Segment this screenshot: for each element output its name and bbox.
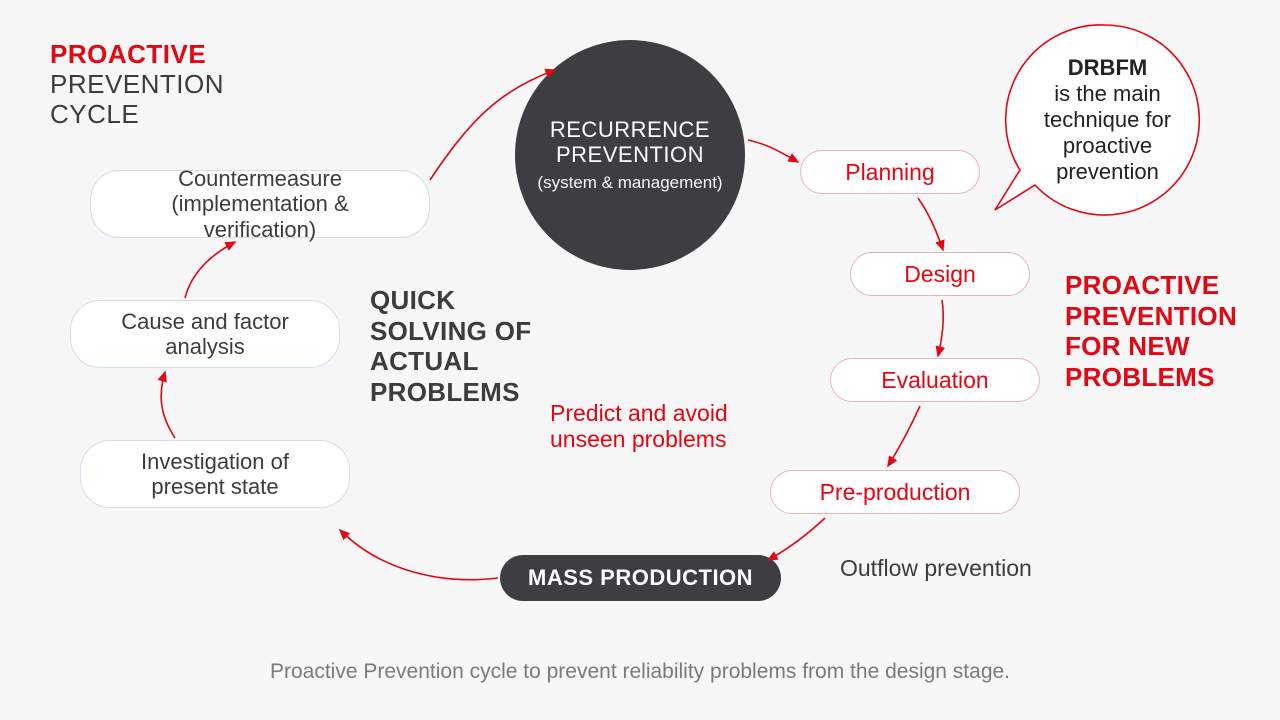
node-evaluation-text: Evaluation [881,367,988,393]
node-invest-l1: Investigation of [141,449,289,474]
mass-production-text: MASS PRODUCTION [528,565,753,590]
mass-production-pill: MASS PRODUCTION [500,555,781,601]
title-line2: PREVENTION [50,70,224,100]
caption: Proactive Prevention cycle to prevent re… [0,660,1280,684]
circle-line1: RECURRENCE [550,117,710,142]
callout-bold: DRBFM [1015,55,1200,81]
callout-rest: is the main technique for proactive prev… [1015,81,1200,185]
node-preprod-text: Pre-production [820,479,971,505]
node-design: Design [850,252,1030,296]
predict-avoid-label: Predict and avoid unseen problems [550,400,728,453]
node-cause-analysis: Cause and factor analysis [70,300,340,368]
title-line1: PROACTIVE [50,40,224,70]
node-invest-l2: present state [151,474,278,499]
right-cycle-label: PROACTIVE PREVENTION FOR NEW PROBLEMS [1065,270,1237,393]
node-pre-production: Pre-production [770,470,1020,514]
title-block: PROACTIVE PREVENTION CYCLE [50,40,224,130]
node-countermeasure-l2: (implementation & verification) [117,191,403,242]
title-line3: CYCLE [50,100,224,130]
node-cause-l2: analysis [165,334,244,359]
node-countermeasure: Countermeasure (implementation & verific… [90,170,430,238]
node-planning: Planning [800,150,980,194]
circle-line2: PREVENTION [556,142,704,167]
node-investigation: Investigation of present state [80,440,350,508]
node-design-text: Design [904,261,976,287]
node-evaluation: Evaluation [830,358,1040,402]
node-cause-l1: Cause and factor [121,309,289,334]
outflow-label: Outflow prevention [840,555,1032,582]
node-countermeasure-l1: Countermeasure [178,166,342,191]
recurrence-prevention-circle: RECURRENCE PREVENTION (system & manageme… [515,40,745,270]
node-planning-text: Planning [845,159,935,185]
circle-sub: (system & management) [537,173,722,193]
callout-text: DRBFM is the main technique for proactiv… [1015,55,1200,185]
left-cycle-label: QUICK SOLVING OF ACTUAL PROBLEMS [370,285,531,408]
